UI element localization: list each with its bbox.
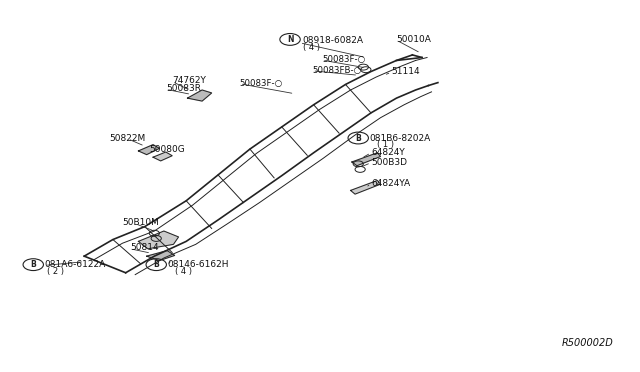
Text: ( 1 ): ( 1 ) [378, 140, 394, 149]
Text: 50083F-○: 50083F-○ [322, 55, 365, 64]
Text: 64824Y: 64824Y [371, 148, 404, 157]
Text: 50822M: 50822M [109, 134, 146, 143]
Text: ( 4 ): ( 4 ) [175, 267, 192, 276]
Polygon shape [147, 251, 175, 260]
Text: ( 4 ): ( 4 ) [303, 44, 320, 52]
Text: 50083R: 50083R [166, 84, 201, 93]
Text: 50B10M: 50B10M [122, 218, 159, 227]
Polygon shape [138, 231, 179, 249]
Text: 08146-6162H: 08146-6162H [167, 260, 228, 269]
Text: B: B [355, 134, 361, 142]
Text: ( 2 ): ( 2 ) [47, 267, 64, 276]
Polygon shape [351, 180, 381, 194]
Text: N: N [287, 35, 293, 44]
Text: 08918-6082A: 08918-6082A [302, 36, 363, 45]
Text: 50083FB-○: 50083FB-○ [312, 66, 362, 75]
Text: 50814: 50814 [130, 243, 159, 252]
Text: 50010A: 50010A [396, 35, 431, 44]
Text: 64824YA: 64824YA [371, 179, 410, 187]
Text: 500B3D: 500B3D [371, 157, 407, 167]
Polygon shape [153, 152, 172, 161]
Polygon shape [188, 90, 212, 101]
Text: 50080G: 50080G [149, 145, 185, 154]
Text: 081A6-6122A: 081A6-6122A [45, 260, 106, 269]
Polygon shape [352, 153, 381, 166]
Text: 50083F-○: 50083F-○ [240, 79, 283, 88]
Text: 51114: 51114 [392, 67, 420, 76]
Text: 081B6-8202A: 081B6-8202A [370, 134, 431, 142]
Text: B: B [30, 260, 36, 269]
Polygon shape [138, 145, 159, 155]
Text: R500002D: R500002D [562, 339, 614, 349]
Text: B: B [154, 260, 159, 269]
Text: 74762Y: 74762Y [172, 76, 206, 85]
